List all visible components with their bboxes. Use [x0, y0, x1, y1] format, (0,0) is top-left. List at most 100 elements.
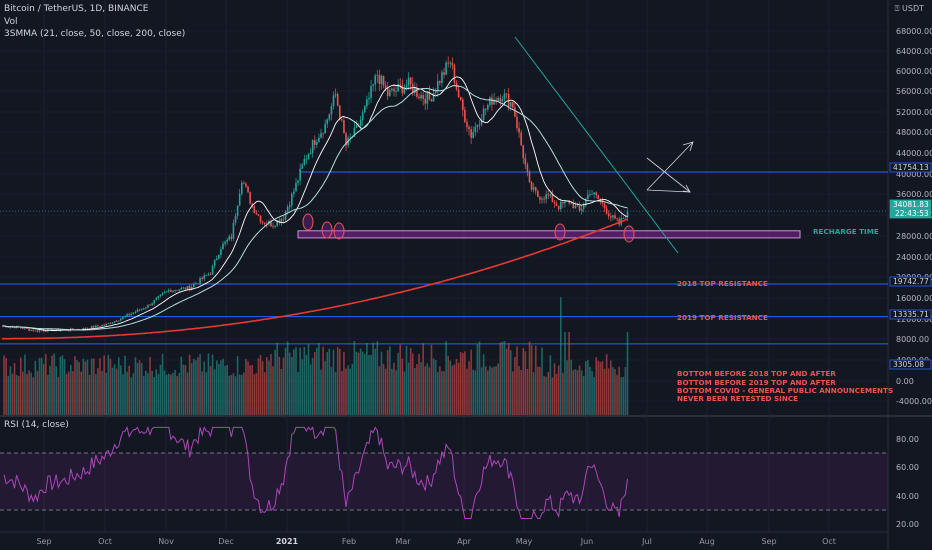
- volume-bar: [224, 365, 226, 415]
- candle-body: [512, 102, 514, 108]
- candle-body: [572, 202, 575, 209]
- candle-body: [476, 124, 479, 127]
- volume-bar: [234, 376, 237, 415]
- candle-body: [11, 326, 14, 328]
- candle-body: [99, 326, 101, 327]
- candle-body: [570, 202, 573, 204]
- candle-body: [603, 203, 606, 209]
- candle-body: [459, 97, 462, 100]
- volume-bar: [351, 363, 354, 415]
- price-label-text: 19742.77: [893, 277, 929, 286]
- candle-body: [474, 126, 477, 133]
- volume-bar: [597, 360, 600, 415]
- candle-body: [255, 212, 258, 215]
- volume-bar: [82, 358, 85, 415]
- candle-body: [518, 128, 520, 133]
- candle-body: [82, 327, 85, 330]
- candle-body: [215, 258, 218, 261]
- volume-bar: [186, 372, 189, 415]
- volume-bar: [363, 354, 366, 415]
- volume-bar: [295, 347, 297, 415]
- candle-body: [591, 194, 593, 195]
- volume-bar: [291, 357, 293, 415]
- volume-bar: [78, 362, 80, 415]
- x-tick-label: Feb: [342, 537, 356, 546]
- candle-body: [393, 88, 395, 92]
- volume-bar: [42, 363, 45, 415]
- candle-body: [92, 326, 95, 328]
- candle-body: [336, 94, 339, 106]
- volume-bar: [503, 340, 506, 415]
- volume-bar: [145, 370, 147, 415]
- candle-body: [624, 217, 627, 219]
- volume-bar: [67, 371, 70, 415]
- volume-bar: [255, 373, 258, 415]
- volume-bar: [228, 375, 231, 415]
- candle-body: [389, 90, 391, 96]
- candle-body: [580, 208, 583, 211]
- candle-body: [172, 290, 174, 293]
- volume-bar: [453, 364, 456, 415]
- candle-body: [259, 215, 262, 222]
- volume-bar: [372, 342, 374, 415]
- volume-bar: [86, 359, 89, 415]
- volume-bar: [88, 374, 91, 415]
- candle-body: [128, 314, 130, 316]
- volume-bar: [230, 374, 233, 415]
- volume-bar: [512, 371, 514, 415]
- candle-body: [622, 218, 625, 219]
- candle-body: [288, 205, 291, 208]
- candle-body: [395, 91, 397, 92]
- candle-body: [109, 323, 112, 324]
- candle-body: [607, 213, 610, 217]
- volume-bar: [445, 341, 447, 415]
- candle-body: [134, 311, 137, 313]
- candle-body: [447, 62, 449, 64]
- volume-bar: [180, 356, 183, 415]
- candle-body: [441, 72, 443, 83]
- volume-bar: [328, 348, 331, 415]
- volume-bar: [376, 341, 379, 415]
- volume-bar: [562, 372, 564, 415]
- volume-bar: [49, 365, 51, 415]
- candle-body: [326, 119, 329, 124]
- volume-bar: [155, 369, 158, 415]
- candle-body: [495, 99, 497, 102]
- candle-body: [428, 92, 431, 100]
- candle-body: [147, 304, 149, 308]
- volume-bar: [334, 371, 337, 415]
- rsi-panel: [0, 425, 888, 519]
- volume-bar: [370, 354, 372, 415]
- price-label-box: [889, 199, 932, 219]
- candle-body: [307, 153, 310, 159]
- price-tick-label: 24000.00: [896, 253, 932, 262]
- candle-body: [84, 327, 87, 329]
- moving-averages: [2, 76, 628, 340]
- volume-bar: [620, 377, 623, 415]
- annotation-text: BOTTOM COVID - GENERAL PUBLIC ANNOUNCEME…: [677, 386, 893, 395]
- candle-body: [612, 215, 614, 218]
- volume-bar: [582, 375, 585, 415]
- candle-body: [585, 198, 587, 205]
- volume-bar: [480, 367, 483, 415]
- candle-body: [382, 75, 385, 86]
- volume-bar: [528, 341, 531, 415]
- candle-body: [180, 287, 183, 290]
- volume-bar: [238, 374, 241, 415]
- candle-body: [193, 284, 195, 287]
- volume-bar: [107, 354, 110, 415]
- candle-body: [516, 116, 518, 129]
- volume-bar: [159, 364, 162, 415]
- volume-bar: [549, 355, 552, 415]
- volume-bar: [249, 365, 251, 415]
- volume-bar: [211, 354, 214, 415]
- volume-bar: [90, 358, 93, 415]
- candle-body: [343, 120, 345, 134]
- volume-bar: [572, 370, 575, 415]
- volume-bar: [532, 372, 535, 415]
- volume-bar: [284, 347, 287, 415]
- volume-bar: [232, 373, 235, 415]
- candle-body: [509, 102, 512, 107]
- candle-body: [593, 192, 595, 195]
